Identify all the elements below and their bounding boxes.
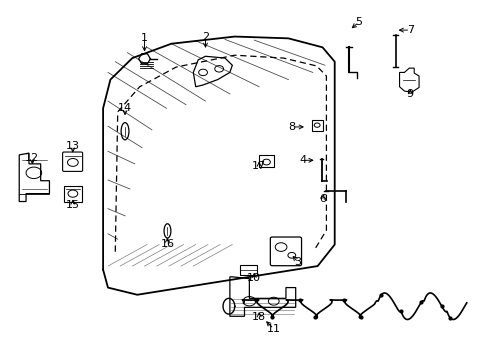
Text: 15: 15 bbox=[66, 200, 80, 210]
Bar bbox=[259, 155, 273, 167]
Text: 17: 17 bbox=[251, 161, 265, 171]
Text: 16: 16 bbox=[160, 239, 174, 249]
Text: 14: 14 bbox=[118, 103, 132, 113]
Text: 12: 12 bbox=[25, 153, 40, 163]
Text: 18: 18 bbox=[251, 312, 265, 322]
Bar bbox=[64, 186, 81, 202]
Text: 9: 9 bbox=[406, 89, 413, 99]
Text: 2: 2 bbox=[202, 32, 209, 41]
Text: 1: 1 bbox=[141, 33, 148, 43]
Bar bbox=[239, 265, 257, 275]
Text: 10: 10 bbox=[247, 273, 261, 283]
Text: 8: 8 bbox=[288, 122, 295, 132]
Text: 4: 4 bbox=[299, 155, 306, 165]
Bar bbox=[311, 120, 322, 131]
Text: 13: 13 bbox=[66, 141, 80, 151]
Text: 5: 5 bbox=[355, 17, 362, 27]
Text: 6: 6 bbox=[318, 194, 325, 204]
Text: 11: 11 bbox=[266, 324, 280, 334]
Text: 3: 3 bbox=[294, 257, 301, 267]
Text: 7: 7 bbox=[406, 25, 413, 35]
